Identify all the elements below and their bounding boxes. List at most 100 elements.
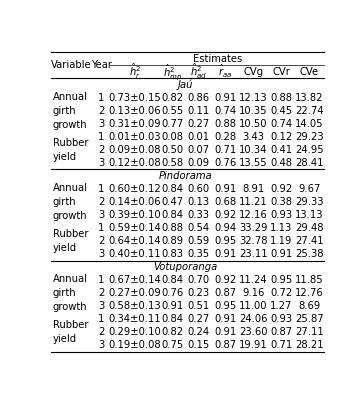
Text: $\hat{h}^2_{mp}$: $\hat{h}^2_{mp}$ bbox=[163, 62, 182, 82]
Text: Annual
girth
growth: Annual girth growth bbox=[53, 183, 88, 221]
Text: 1.13: 1.13 bbox=[270, 223, 292, 233]
Text: $\hat{h}^2_{ad}$: $\hat{h}^2_{ad}$ bbox=[190, 62, 207, 81]
Text: 0.28: 0.28 bbox=[214, 132, 236, 142]
Text: 29.48: 29.48 bbox=[295, 223, 324, 233]
Text: 3: 3 bbox=[98, 301, 105, 311]
Text: 23.60: 23.60 bbox=[239, 327, 268, 337]
Text: 10.34: 10.34 bbox=[239, 145, 268, 155]
Text: 3: 3 bbox=[98, 340, 105, 350]
Text: Pindorama: Pindorama bbox=[159, 171, 212, 181]
Text: 0.40±0.11: 0.40±0.11 bbox=[108, 249, 161, 259]
Text: 0.41: 0.41 bbox=[270, 145, 292, 155]
Text: 27.11: 27.11 bbox=[295, 327, 324, 337]
Text: 2: 2 bbox=[98, 197, 105, 207]
Text: Annual
girth
growth: Annual girth growth bbox=[53, 92, 88, 130]
Text: 0.12: 0.12 bbox=[270, 132, 292, 142]
Text: 0.88: 0.88 bbox=[161, 223, 183, 233]
Text: $\hat{r}_{aa}$: $\hat{r}_{aa}$ bbox=[218, 63, 232, 80]
Text: 9.16: 9.16 bbox=[242, 288, 264, 298]
Text: 24.06: 24.06 bbox=[239, 314, 268, 324]
Text: Votuporanga: Votuporanga bbox=[153, 262, 218, 272]
Text: CVe: CVe bbox=[300, 67, 319, 77]
Text: 0.84: 0.84 bbox=[161, 275, 183, 285]
Text: Rubber
yield: Rubber yield bbox=[53, 229, 88, 253]
Text: 0.95: 0.95 bbox=[214, 236, 236, 246]
Text: 12.76: 12.76 bbox=[295, 288, 324, 298]
Text: 8.91: 8.91 bbox=[242, 184, 264, 194]
Text: 11.24: 11.24 bbox=[239, 275, 268, 285]
Text: 0.84: 0.84 bbox=[161, 314, 183, 324]
Text: 0.76: 0.76 bbox=[214, 158, 236, 168]
Text: 0.07: 0.07 bbox=[188, 145, 210, 155]
Text: 0.08: 0.08 bbox=[161, 132, 183, 142]
Text: 0.27: 0.27 bbox=[188, 314, 210, 324]
Text: 0.67±0.14: 0.67±0.14 bbox=[108, 275, 161, 285]
Text: 11.00: 11.00 bbox=[239, 301, 268, 311]
Text: 0.70: 0.70 bbox=[188, 275, 210, 285]
Text: 1: 1 bbox=[98, 314, 105, 324]
Text: 0.84: 0.84 bbox=[161, 210, 183, 220]
Text: 1: 1 bbox=[98, 93, 105, 103]
Text: 2: 2 bbox=[98, 236, 105, 246]
Text: 0.35: 0.35 bbox=[188, 249, 210, 259]
Text: 27.41: 27.41 bbox=[295, 236, 324, 246]
Text: 22.74: 22.74 bbox=[295, 106, 324, 116]
Text: 0.39±0.10: 0.39±0.10 bbox=[108, 210, 161, 220]
Text: 0.29±0.10: 0.29±0.10 bbox=[108, 327, 161, 337]
Text: 1: 1 bbox=[98, 275, 105, 285]
Text: 0.34±0.11: 0.34±0.11 bbox=[108, 314, 161, 324]
Text: 9.67: 9.67 bbox=[298, 184, 320, 194]
Text: 0.71: 0.71 bbox=[214, 145, 236, 155]
Text: 0.60: 0.60 bbox=[188, 184, 210, 194]
Text: 14.05: 14.05 bbox=[295, 119, 324, 129]
Text: 0.91: 0.91 bbox=[214, 327, 236, 337]
Text: 0.91: 0.91 bbox=[214, 93, 236, 103]
Text: 0.86: 0.86 bbox=[188, 93, 210, 103]
Text: 0.77: 0.77 bbox=[161, 119, 183, 129]
Text: 0.91: 0.91 bbox=[270, 249, 292, 259]
Text: 2: 2 bbox=[98, 288, 105, 298]
Text: $\hat{h}^2_r$: $\hat{h}^2_r$ bbox=[129, 62, 141, 81]
Text: 0.76: 0.76 bbox=[161, 288, 183, 298]
Text: 0.87: 0.87 bbox=[214, 288, 236, 298]
Text: 0.01: 0.01 bbox=[188, 132, 210, 142]
Text: 0.19±0.08: 0.19±0.08 bbox=[108, 340, 161, 350]
Text: 11.85: 11.85 bbox=[295, 275, 324, 285]
Text: 0.48: 0.48 bbox=[270, 158, 292, 168]
Text: CVr: CVr bbox=[272, 67, 290, 77]
Text: 0.50: 0.50 bbox=[161, 145, 183, 155]
Text: 29.33: 29.33 bbox=[295, 197, 324, 207]
Text: 0.01±0.03: 0.01±0.03 bbox=[109, 132, 161, 142]
Text: 0.89: 0.89 bbox=[161, 236, 183, 246]
Text: 8.69: 8.69 bbox=[298, 301, 320, 311]
Text: 0.55: 0.55 bbox=[161, 106, 183, 116]
Text: 0.13: 0.13 bbox=[188, 197, 210, 207]
Text: 0.95: 0.95 bbox=[270, 275, 292, 285]
Text: Estimates: Estimates bbox=[193, 54, 242, 64]
Text: CVg: CVg bbox=[243, 67, 263, 77]
Text: 0.82: 0.82 bbox=[161, 93, 183, 103]
Text: 0.60±0.12: 0.60±0.12 bbox=[108, 184, 161, 194]
Text: 0.12±0.08: 0.12±0.08 bbox=[108, 158, 161, 168]
Text: 0.14±0.06: 0.14±0.06 bbox=[108, 197, 161, 207]
Text: 23.11: 23.11 bbox=[239, 249, 268, 259]
Text: 0.31±0.09: 0.31±0.09 bbox=[108, 119, 161, 129]
Text: 29.23: 29.23 bbox=[295, 132, 324, 142]
Text: 1: 1 bbox=[98, 184, 105, 194]
Text: Jaú: Jaú bbox=[178, 79, 193, 90]
Text: 0.93: 0.93 bbox=[270, 314, 292, 324]
Text: 0.91: 0.91 bbox=[214, 249, 236, 259]
Text: 2: 2 bbox=[98, 106, 105, 116]
Text: 0.59±0.14: 0.59±0.14 bbox=[108, 223, 161, 233]
Text: 0.88: 0.88 bbox=[270, 93, 292, 103]
Text: Annual
girth
growth: Annual girth growth bbox=[53, 274, 88, 312]
Text: 0.72: 0.72 bbox=[270, 288, 292, 298]
Text: 0.73±0.15: 0.73±0.15 bbox=[108, 93, 161, 103]
Text: 0.91: 0.91 bbox=[161, 301, 183, 311]
Text: 12.16: 12.16 bbox=[239, 210, 268, 220]
Text: 1.19: 1.19 bbox=[270, 236, 292, 246]
Text: 3: 3 bbox=[98, 210, 105, 220]
Text: 2: 2 bbox=[98, 327, 105, 337]
Text: 11.21: 11.21 bbox=[239, 197, 268, 207]
Text: 3: 3 bbox=[98, 119, 105, 129]
